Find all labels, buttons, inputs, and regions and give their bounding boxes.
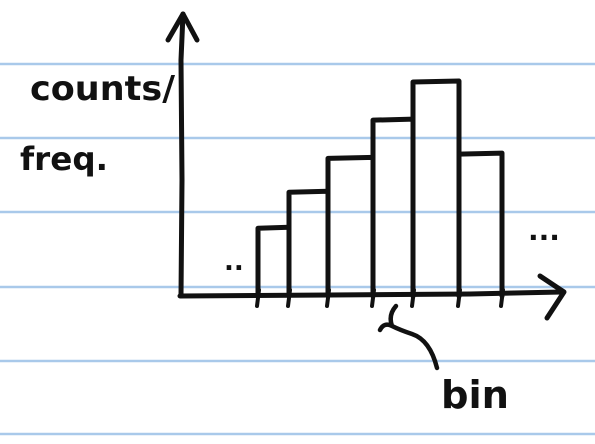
bin-tick: [458, 290, 460, 306]
histogram-bar: [289, 191, 328, 296]
histogram-bars: [258, 81, 502, 296]
bin-tick: [288, 290, 290, 306]
bin-tick: [257, 290, 259, 306]
y-axis-label-freq: freq.: [20, 140, 108, 178]
left-ellipsis: ..: [224, 247, 244, 277]
right-ellipsis: ...: [528, 214, 560, 247]
y-axis-label-counts: counts/: [30, 69, 176, 109]
histogram-bar: [373, 119, 413, 296]
x-axis-arrowhead: [540, 276, 564, 318]
bin-label: bin: [441, 373, 509, 417]
y-axis: [181, 14, 183, 296]
histogram-bar: [413, 81, 459, 296]
bin-tick: [372, 290, 374, 306]
histogram-bar: [258, 227, 289, 296]
bin-tick: [412, 290, 414, 306]
bin-tick: [327, 290, 329, 306]
bin-pointer-arrow: [380, 306, 437, 368]
histogram-bar: [328, 157, 373, 296]
histogram-bar: [459, 153, 502, 296]
bin-tick: [501, 290, 503, 306]
